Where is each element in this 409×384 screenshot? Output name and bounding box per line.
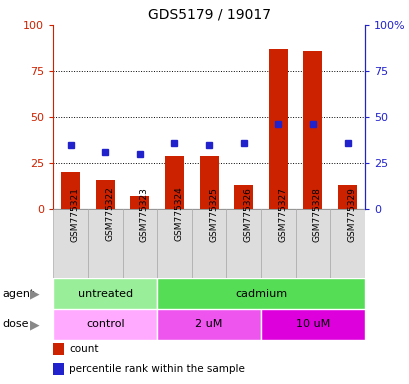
Bar	[261, 209, 295, 278]
Bar	[234, 185, 253, 209]
Text: percentile rank within the sample: percentile rank within the sample	[69, 364, 244, 374]
Bar	[191, 209, 226, 278]
Text: GSM775328: GSM775328	[312, 187, 321, 242]
Bar	[157, 309, 261, 340]
Bar	[261, 309, 364, 340]
Text: untreated: untreated	[77, 289, 133, 299]
Bar	[53, 309, 157, 340]
Bar	[95, 180, 115, 209]
Bar	[130, 196, 149, 209]
Bar	[268, 49, 287, 209]
Text: count: count	[69, 344, 98, 354]
Bar	[122, 209, 157, 278]
Bar	[164, 156, 184, 209]
Bar	[61, 172, 80, 209]
Bar	[303, 51, 322, 209]
Text: agent: agent	[2, 289, 34, 299]
Bar	[53, 364, 64, 375]
Bar	[88, 209, 122, 278]
Title: GDS5179 / 19017: GDS5179 / 19017	[147, 7, 270, 21]
Text: GSM775323: GSM775323	[139, 187, 148, 242]
Bar	[337, 185, 356, 209]
Bar	[53, 209, 88, 278]
Text: GSM775327: GSM775327	[278, 187, 287, 242]
Text: ▶: ▶	[30, 287, 40, 300]
Bar	[157, 209, 191, 278]
Text: dose: dose	[2, 319, 29, 329]
Text: cadmium: cadmium	[234, 289, 286, 299]
Bar	[330, 209, 364, 278]
Text: GSM775326: GSM775326	[243, 187, 252, 242]
Bar	[295, 209, 330, 278]
Text: GSM775324: GSM775324	[174, 187, 183, 242]
Text: GSM775321: GSM775321	[70, 187, 79, 242]
Text: GSM775325: GSM775325	[209, 187, 218, 242]
Bar	[157, 278, 364, 309]
Text: control: control	[86, 319, 124, 329]
Text: 2 uM: 2 uM	[195, 319, 222, 329]
Text: GSM775322: GSM775322	[105, 187, 114, 242]
Bar	[53, 278, 157, 309]
Text: 10 uM: 10 uM	[295, 319, 329, 329]
Bar	[53, 343, 64, 355]
Text: ▶: ▶	[30, 318, 40, 331]
Text: GSM775329: GSM775329	[347, 187, 356, 242]
Bar	[199, 156, 218, 209]
Bar	[226, 209, 261, 278]
